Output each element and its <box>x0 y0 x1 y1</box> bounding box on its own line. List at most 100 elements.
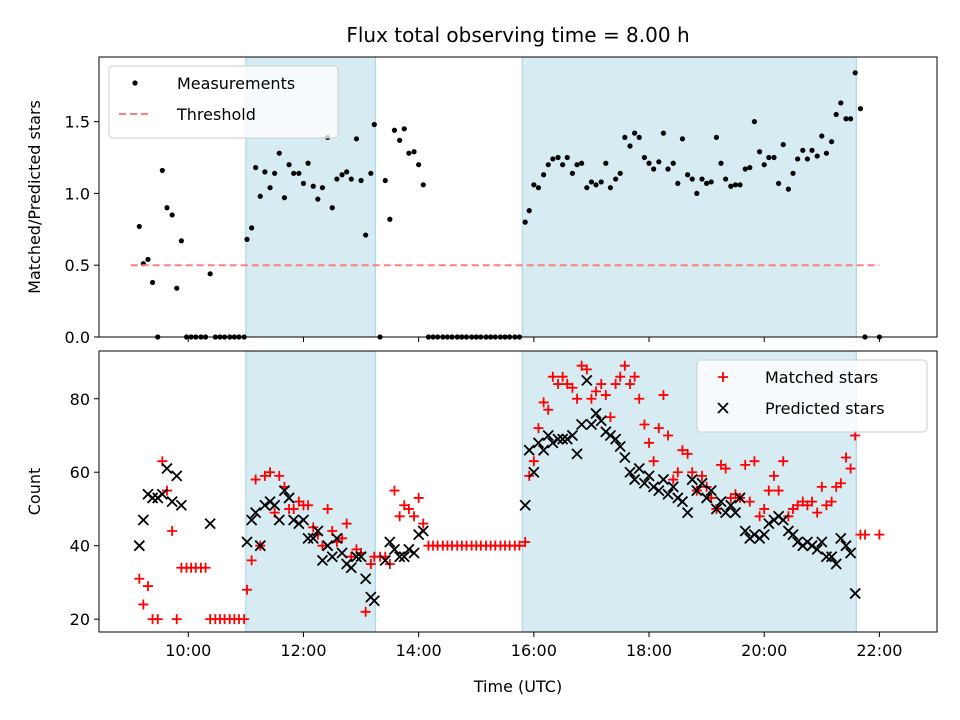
data-point <box>572 393 583 404</box>
data-point <box>175 499 187 511</box>
data-point <box>345 562 357 574</box>
data-point <box>303 500 314 511</box>
data-point <box>337 533 348 544</box>
data-point <box>523 444 535 456</box>
data-point <box>326 551 338 563</box>
data-point <box>614 440 626 453</box>
y-tick-label: 20 <box>70 610 90 629</box>
data-point <box>628 473 641 486</box>
data-point <box>826 496 837 507</box>
data-point <box>585 418 598 431</box>
data-point <box>344 169 350 175</box>
data-point <box>259 499 271 511</box>
data-point <box>363 232 369 238</box>
data-point <box>739 525 751 537</box>
data-point <box>776 180 782 186</box>
data-point <box>720 463 731 474</box>
data-point <box>604 429 617 442</box>
data-point <box>857 106 863 112</box>
data-point <box>748 529 761 541</box>
legend-top: Measurements Threshold <box>108 65 339 139</box>
data-point <box>820 551 833 563</box>
data-point <box>706 492 717 503</box>
data-point <box>316 554 329 567</box>
data-point <box>542 429 554 442</box>
data-point <box>615 371 626 382</box>
data-point <box>567 382 578 393</box>
data-point <box>651 166 657 172</box>
data-point <box>816 481 827 492</box>
data-point <box>417 525 429 537</box>
data-point <box>600 390 611 401</box>
data-point <box>800 147 806 153</box>
data-point <box>804 156 811 162</box>
data-point <box>564 154 570 161</box>
data-point <box>675 180 681 186</box>
data-point <box>823 150 830 156</box>
data-point <box>246 555 257 566</box>
data-point <box>758 529 770 541</box>
y-tick-label: 0.5 <box>65 256 90 275</box>
data-point <box>848 116 854 122</box>
data-point <box>619 451 631 464</box>
data-point <box>336 547 348 559</box>
data-point <box>830 558 842 570</box>
data-point <box>778 456 789 467</box>
data-point <box>142 581 153 592</box>
data-point <box>812 507 823 518</box>
y-tick-label: 1.0 <box>65 184 90 203</box>
x-tick-label: 12:00 <box>280 641 326 660</box>
x-tick-label: 22:00 <box>856 641 902 660</box>
data-point <box>835 478 846 489</box>
data-point <box>257 193 263 199</box>
data-point <box>687 467 698 478</box>
data-point <box>319 185 326 191</box>
data-point <box>719 506 732 519</box>
y-tick-label: 1.5 <box>65 113 90 132</box>
legend-label: Matched stars <box>765 368 878 387</box>
data-point <box>696 477 708 489</box>
data-point <box>668 474 679 485</box>
data-point <box>420 182 426 188</box>
series-predicted-stars <box>133 374 861 607</box>
data-point <box>413 492 424 503</box>
data-point <box>769 470 780 481</box>
data-point <box>397 137 403 143</box>
data-point <box>647 481 660 493</box>
chart-title: Flux total observing time = 8.00 h <box>346 23 689 47</box>
data-point <box>283 492 295 504</box>
x-tick-label: 18:00 <box>626 641 672 660</box>
data-point <box>852 70 858 76</box>
data-point <box>759 503 770 514</box>
x-axis-title: Time (UTC) <box>473 677 562 696</box>
data-point <box>557 371 568 382</box>
data-point <box>785 186 792 192</box>
data-point <box>806 540 818 552</box>
data-point <box>553 379 564 390</box>
data-point <box>528 466 540 478</box>
data-point <box>355 551 367 563</box>
data-point <box>694 190 700 197</box>
data-point <box>334 176 340 182</box>
data-point <box>262 169 268 175</box>
data-point <box>639 419 650 430</box>
data-point <box>411 149 417 155</box>
data-point <box>569 170 576 176</box>
data-point <box>267 185 273 191</box>
data-point <box>576 418 588 431</box>
data-point <box>773 485 784 496</box>
data-point <box>660 130 667 136</box>
data-point <box>860 529 871 540</box>
legend-label: Measurements <box>177 74 295 93</box>
data-point <box>522 219 528 225</box>
data-point <box>590 407 602 420</box>
y-tick-label: 60 <box>70 463 90 482</box>
data-point <box>555 154 561 161</box>
data-point <box>725 499 737 511</box>
y-axis-title: Matched/Predicted stars <box>25 100 44 294</box>
data-point <box>394 511 405 522</box>
data-point <box>624 466 636 478</box>
data-point <box>401 126 407 132</box>
data-point <box>384 536 396 548</box>
